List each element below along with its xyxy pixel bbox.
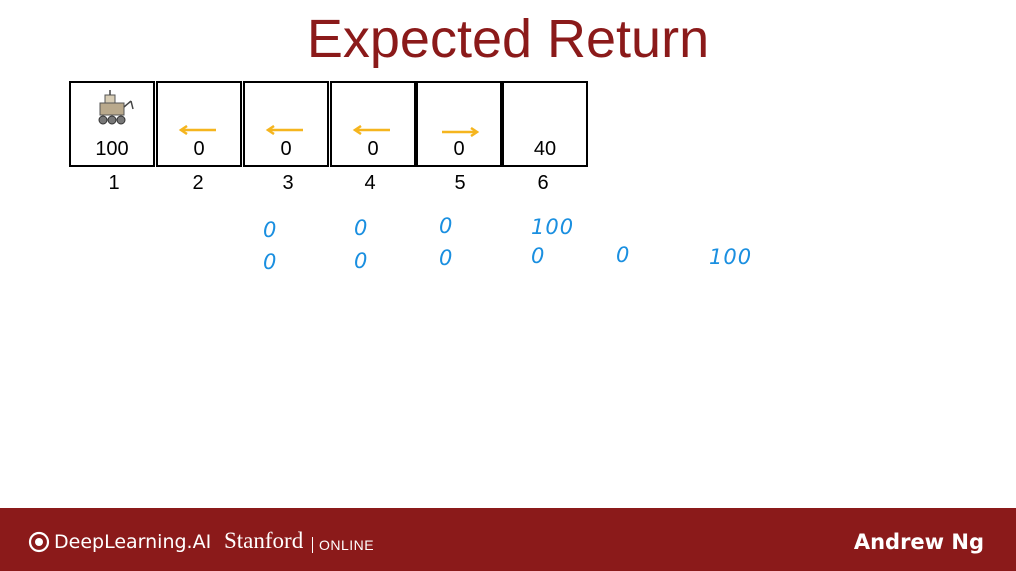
brand-name: DeepLearning.AI xyxy=(54,531,212,553)
handwritten-value: 0 xyxy=(439,214,454,238)
reward-label: 0 xyxy=(453,138,465,160)
grid-cell-1: 100 xyxy=(69,81,155,167)
grid-cell-5: 0 xyxy=(416,81,502,167)
handwritten-value: 0 xyxy=(354,249,369,273)
state-number: 1 xyxy=(108,172,120,194)
arrow-left-icon xyxy=(265,125,303,135)
state-number: 2 xyxy=(192,172,204,194)
arrow-left-icon xyxy=(352,125,390,135)
handwritten-value: 0 xyxy=(439,246,454,270)
handwritten-value: 100 xyxy=(709,245,753,269)
reward-label: 0 xyxy=(193,138,205,160)
state-number: 5 xyxy=(454,172,466,194)
author-name: Andrew Ng xyxy=(853,530,984,554)
handwritten-value: 0 xyxy=(616,243,631,267)
grid-cell-6: 40 xyxy=(502,81,588,167)
handwritten-value: 0 xyxy=(354,216,369,240)
grid-cell-3: 0 xyxy=(243,81,329,167)
reward-label: 40 xyxy=(533,138,557,160)
handwritten-value: 0 xyxy=(263,250,278,274)
state-number: 6 xyxy=(537,172,549,194)
state-number: 3 xyxy=(282,172,294,194)
deeplearning-logo: DeepLearning.AI xyxy=(28,531,211,553)
grid-cell-2: 0 xyxy=(156,81,242,167)
rover-icon xyxy=(98,90,134,125)
reward-label: 0 xyxy=(367,138,379,160)
reward-label: 100 xyxy=(95,138,129,160)
footer-bar: DeepLearning.AI Stanford ONLINE Andrew N… xyxy=(0,508,1016,571)
grid-cell-4: 0 xyxy=(330,81,416,167)
deeplearning-logo-icon xyxy=(28,531,50,553)
state-number: 4 xyxy=(364,172,376,194)
handwritten-value: 0 xyxy=(531,244,546,268)
online-label: ONLINE xyxy=(312,537,374,553)
slide-title: Expected Return xyxy=(306,9,710,69)
handwritten-value: 0 xyxy=(263,218,278,242)
arrow-left-icon xyxy=(178,125,216,135)
stanford-logo: Stanford xyxy=(224,528,304,553)
arrow-right-icon xyxy=(442,127,480,137)
handwritten-value: 100 xyxy=(531,215,575,239)
reward-label: 0 xyxy=(280,138,292,160)
